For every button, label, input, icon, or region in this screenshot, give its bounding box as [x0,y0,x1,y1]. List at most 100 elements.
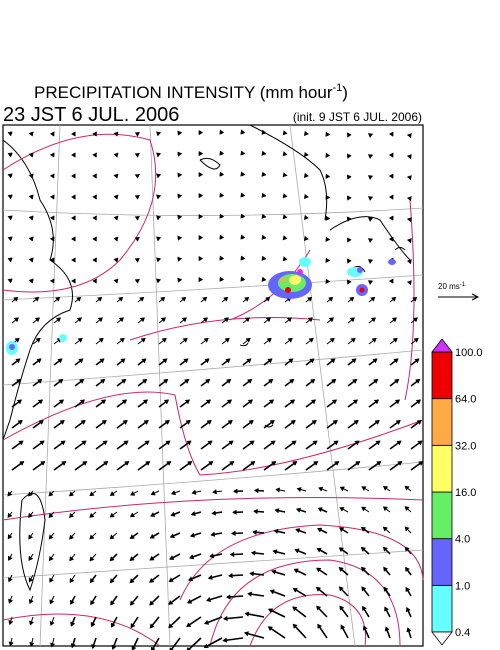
wind-arrow-head [145,461,151,466]
wind-arrow-head [150,490,156,496]
wind-arrow-head [312,440,318,446]
wind-arrow-head [225,358,231,363]
wind-arrow-head [129,534,135,539]
wind-arrow-head [134,236,140,242]
wind-arrow-head [78,358,84,363]
wind-arrow-head [149,578,154,583]
wind-arrow-head [267,626,273,631]
wind-arrow-head [36,358,42,363]
wind-arrow-head [413,337,419,343]
wind-arrow-head [205,378,211,384]
wind-arrow-head [339,605,344,611]
wind-arrow-head [14,317,19,322]
wind-arrow-head [360,546,366,552]
wind-arrow-head [122,399,128,404]
wind-arrow-head [130,623,136,629]
wind-arrow-head [228,573,233,579]
wind-arrow-head [198,171,203,177]
wind-arrow-head [293,568,299,573]
wind-arrow-head [109,556,115,562]
wind-arrow-head [49,278,55,284]
wind-arrow-head [404,506,410,511]
wind-arrow-head [392,317,397,322]
wind-arrow-head [224,337,230,343]
wind-arrow-head [360,526,366,532]
wind-arrow-head [48,491,54,497]
wind-arrow-head [177,193,182,199]
wind-arrow-head [55,296,61,302]
wind-arrow-head [361,566,366,572]
wind-arrow-head [149,623,155,629]
wind-arrow-head [383,586,389,592]
wind-arrow-head [395,399,401,404]
wind-arrow-head [123,440,129,446]
wind-arrow-head [240,234,246,240]
wind-arrow-head [265,296,271,302]
wind-arrow-head [219,276,224,282]
wind-arrow-head [261,234,267,240]
wind-arrow-head [90,600,95,606]
wind-arrow-head [362,605,367,611]
wind-arrow-head [311,399,317,404]
wind-arrow-head [166,461,172,466]
wind-arrow-head [274,508,280,514]
wind-arrow-head [69,556,74,562]
wind-arrow-head [373,378,379,384]
wind-arrow-head [415,378,421,384]
colorbar-label: 1.0 [455,580,470,592]
wind-arrow-head [204,620,209,625]
wind-arrow-head [317,507,323,512]
wind-arrow-head [240,255,246,261]
wind-arrow-head [240,276,246,282]
wind-arrow-head [40,461,46,466]
wind-arrow-head [7,513,13,518]
wind-arrow-head [156,194,161,200]
wind-arrow-head [7,278,13,284]
wind-arrow-head [149,600,154,606]
wind-arrow-head [99,358,105,363]
wind-arrow-head [243,631,249,637]
wind-arrow-head [394,378,400,384]
wind-arrow-head [325,278,330,284]
wind-arrow-head [134,278,140,284]
wind-arrow-head [332,399,338,404]
wind-arrow-head [140,337,146,343]
wind-arrow-head [261,276,267,282]
wind-arrow-head [177,172,182,178]
wind-arrow-head [203,643,209,649]
wind-arrow-head [28,131,34,137]
wind-arrow-head [325,236,330,242]
wind-arrow-head [119,337,125,343]
wind-arrow-head [76,296,82,302]
wind-arrow-head [203,317,208,322]
wind-arrow-head [69,578,75,584]
wind-arrow-head [177,130,182,136]
colorbar-bin [431,491,453,540]
wind-arrow-head [261,255,267,261]
wind-arrow-head [29,642,35,647]
wind-arrow-head [168,600,174,605]
wind-arrow-head [113,194,119,200]
wind-arrow-head [370,296,376,302]
wind-arrow-head [163,378,169,384]
wind-arrow-head [304,131,309,136]
wind-arrow-head [247,591,253,597]
wind-arrow-head [7,131,13,137]
wind-arrow-head [28,215,34,221]
wind-arrow-head [189,554,195,560]
colorbar-label: 100.0 [455,347,483,359]
wind-arrow-head [346,216,352,222]
wind-arrow-head [92,236,98,242]
wind-arrow-head [212,489,218,495]
wind-arrow-head [8,620,14,626]
wind-arrow-head [249,571,255,577]
wind-arrow-head [271,569,277,575]
wind-arrow-head [407,133,412,138]
wind-arrow-head [261,213,267,219]
wind-arrow-head [143,420,149,425]
wind-arrow-head [198,129,203,135]
wind-arrow-head [376,461,382,466]
wind-arrow-head [144,440,150,446]
wind-arrow-head [156,215,161,221]
